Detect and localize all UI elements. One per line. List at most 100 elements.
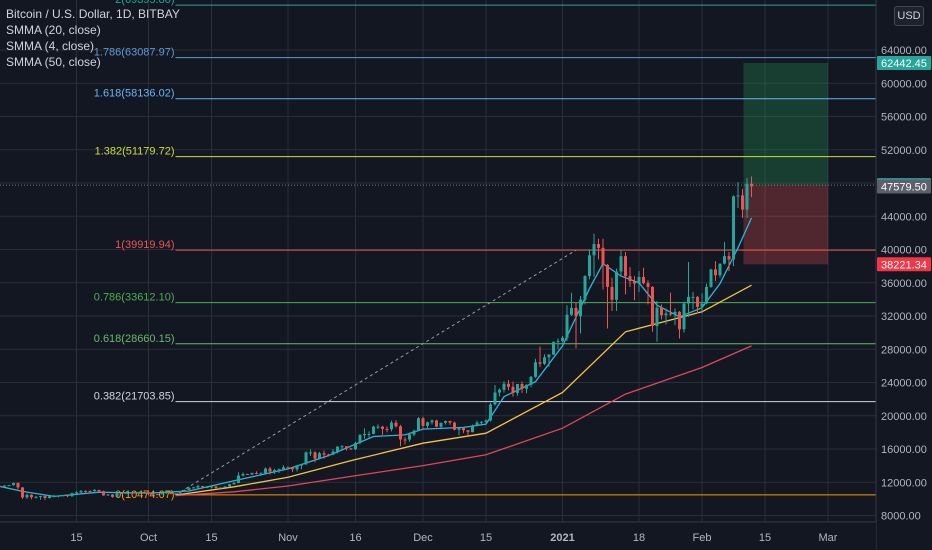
candle-body <box>84 490 87 492</box>
smma-lines <box>0 217 753 498</box>
candle-body <box>565 314 569 338</box>
fibonacci-extension[interactable]: 0(10474.07) 0.382(21703.85) 0.618(28660.15… <box>94 0 876 501</box>
legend-smma-50[interactable]: SMMA (50, close) <box>6 55 101 69</box>
price-axis[interactable]: 8000.00 12000.00 16000.00 20000.00 24000.00 2… <box>875 0 932 550</box>
price-tick-label: 60000.00 <box>881 78 927 90</box>
candle-body <box>178 491 182 494</box>
price-tick-label: 36000.00 <box>881 278 927 290</box>
candle-body <box>196 486 200 488</box>
candle-body <box>646 283 650 287</box>
legend-smma-20[interactable]: SMMA (20, close) <box>6 23 101 37</box>
candle-body <box>309 452 312 454</box>
candle-body <box>606 264 609 287</box>
candle-body <box>322 453 326 455</box>
candle-body <box>367 433 371 435</box>
candle-body <box>264 468 267 474</box>
currency-button[interactable]: USD <box>894 6 924 26</box>
candle-body <box>120 492 123 494</box>
candle-body <box>318 453 321 459</box>
candle-body <box>610 286 614 300</box>
candle-body <box>534 362 537 377</box>
candle-body <box>489 404 492 421</box>
candle-body <box>34 496 38 498</box>
candle-body <box>579 299 582 317</box>
candle-body <box>448 421 452 423</box>
candle-body <box>462 427 465 431</box>
candle-body <box>520 383 524 389</box>
candle-body <box>628 276 632 282</box>
candle-body <box>142 491 146 493</box>
candle-body <box>700 303 704 307</box>
candle-body <box>286 467 290 469</box>
candle-body <box>97 489 101 492</box>
price-tick-label: 64000.00 <box>881 45 927 57</box>
time-tick-label: Dec <box>413 532 433 544</box>
candle-body <box>349 448 353 450</box>
candle-body <box>111 494 114 497</box>
candle-body <box>327 454 330 456</box>
candle-body <box>493 392 497 405</box>
candle-body <box>340 446 344 448</box>
candle-body <box>124 492 128 494</box>
candle-body <box>345 446 348 449</box>
price-tick-label: 44000.00 <box>881 211 927 223</box>
candle-body <box>228 484 231 487</box>
fib-level-label: 1(39919.94) <box>115 239 174 251</box>
candle-body <box>561 337 564 342</box>
time-axis[interactable]: 15 Oct 15 Nov 16 Dec 15 2021 18 Feb 15 Mar <box>0 521 876 550</box>
candle-body <box>201 486 204 488</box>
candle-body <box>205 486 209 488</box>
legend-symbol[interactable]: Bitcoin / U.S. Dollar, 1D, BITBAY <box>6 7 180 21</box>
candle-body <box>304 452 308 465</box>
candle-body <box>556 341 560 343</box>
candle-body <box>417 418 420 431</box>
candle-body <box>588 255 591 277</box>
time-tick-label: 15 <box>480 532 492 544</box>
fib-level-label: 1.618(58136.02) <box>94 88 175 100</box>
time-tick-label: 15 <box>70 532 82 544</box>
candle-body <box>187 488 191 490</box>
price-tick-label: 24000.00 <box>881 378 927 390</box>
candle-body <box>529 376 533 385</box>
price-tick-label: 56000.00 <box>881 112 927 124</box>
price-label-text: 62442.45 <box>881 58 927 70</box>
candle-body <box>682 303 686 330</box>
candle-body <box>714 269 717 276</box>
time-tick-label: Feb <box>693 532 712 544</box>
price-label-text: 47579.50 <box>881 181 927 193</box>
price-tick-label: 20000.00 <box>881 411 927 423</box>
candle-body <box>655 307 659 326</box>
candle-body <box>547 354 551 358</box>
time-tick-label: 15 <box>205 532 217 544</box>
candle-body <box>160 493 164 495</box>
candle-body <box>165 492 168 494</box>
candle-body <box>624 256 627 277</box>
stop-zone[interactable] <box>743 185 829 265</box>
time-tick-label: Nov <box>278 532 298 544</box>
candle-body <box>574 307 578 317</box>
candle-body <box>169 492 173 494</box>
candle-body <box>93 489 96 492</box>
candle-body <box>115 492 119 497</box>
fib-level-label: 0.618(28660.15) <box>94 333 175 345</box>
candle-body <box>147 492 150 494</box>
candle-body <box>507 383 510 387</box>
legend-smma-4[interactable]: SMMA (4, close) <box>6 39 95 53</box>
candle-body <box>570 307 573 315</box>
candle-body <box>403 439 407 441</box>
candle-body <box>651 286 654 326</box>
long-position-tool[interactable] <box>0 62 876 265</box>
candle-body <box>268 468 272 472</box>
trend-line[interactable] <box>175 249 577 496</box>
candle-body <box>61 495 65 497</box>
target-zone[interactable] <box>743 62 829 186</box>
candle-body <box>12 482 15 486</box>
candle-body <box>210 486 213 488</box>
fib-level-label: 0.382(21703.85) <box>94 391 175 403</box>
candle-body <box>372 426 375 434</box>
candle-body <box>300 464 303 466</box>
candle-body <box>106 494 110 496</box>
trend-line-path[interactable] <box>175 249 577 496</box>
